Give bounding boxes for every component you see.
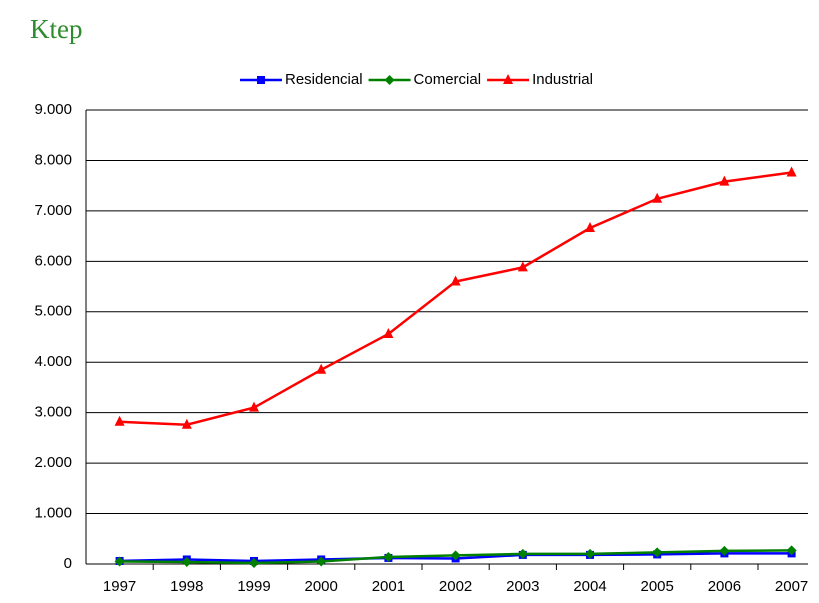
marker — [316, 556, 327, 567]
y-tick-label: 6.000 — [34, 252, 72, 269]
chart-title: Ktep — [30, 14, 82, 44]
marker — [503, 74, 514, 84]
marker — [450, 275, 461, 286]
x-tick-label: 1998 — [170, 578, 203, 595]
x-tick-label: 2004 — [573, 578, 606, 595]
marker — [383, 551, 394, 562]
marker — [585, 548, 595, 559]
x-tick-label: 1999 — [237, 578, 270, 595]
marker — [719, 545, 730, 556]
marker — [181, 418, 192, 429]
y-tick-label: 3.000 — [34, 404, 72, 421]
marker — [786, 166, 797, 177]
y-tick-label: 8.000 — [34, 151, 72, 168]
x-tick-label: 2000 — [305, 578, 338, 595]
marker — [585, 222, 595, 233]
y-tick-label: 0 — [64, 555, 72, 572]
marker — [316, 363, 327, 374]
y-tick-label: 2.000 — [34, 454, 72, 471]
x-tick-label: 2006 — [708, 578, 741, 595]
x-tick-label: 1997 — [103, 578, 136, 595]
marker — [114, 415, 125, 426]
y-tick-label: 7.000 — [34, 202, 72, 219]
line — [119, 171, 792, 427]
x-tick-label: 2002 — [439, 578, 472, 595]
marker — [181, 556, 192, 567]
y-tick-label: 4.000 — [34, 353, 72, 370]
marker — [450, 550, 461, 561]
x-tick-label: 2007 — [775, 578, 808, 595]
marker — [249, 557, 259, 568]
y-tick-label: 1.000 — [34, 505, 72, 522]
legend-label: Comercial — [414, 71, 482, 88]
marker — [257, 76, 265, 84]
x-tick-label: 2003 — [506, 578, 539, 595]
x-tick-label: 2005 — [641, 578, 674, 595]
marker — [786, 545, 797, 556]
legend-label: Residencial — [285, 71, 363, 88]
marker — [652, 192, 663, 203]
marker — [652, 547, 663, 558]
marker — [249, 401, 259, 412]
marker — [719, 175, 730, 186]
marker — [114, 556, 125, 567]
marker — [383, 327, 394, 338]
marker — [517, 548, 528, 559]
x-tick-label: 2001 — [372, 578, 405, 595]
legend-label: Industrial — [532, 71, 593, 88]
marker — [384, 75, 395, 85]
y-tick-label: 5.000 — [34, 303, 72, 320]
marker — [517, 261, 528, 272]
y-tick-label: 9.000 — [34, 101, 72, 118]
